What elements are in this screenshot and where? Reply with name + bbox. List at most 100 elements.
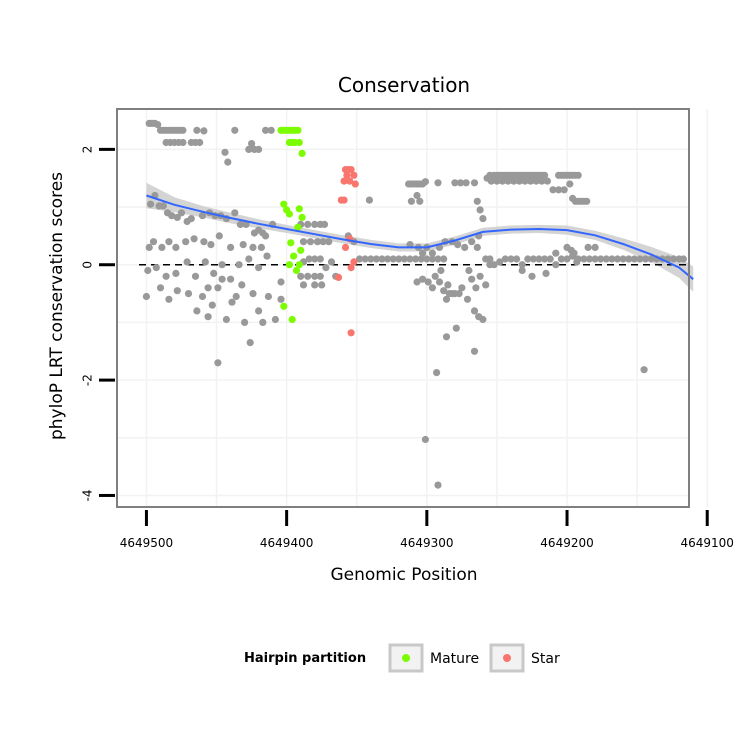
legend-title: Hairpin partition (244, 651, 366, 666)
point-other (470, 347, 479, 355)
point-other (442, 333, 451, 341)
point-other (416, 197, 424, 205)
chart-title: Conservation (338, 73, 470, 97)
point-other (529, 255, 538, 263)
point-other (238, 281, 246, 289)
point-other (461, 243, 469, 251)
point-other (602, 255, 610, 263)
point-other (518, 261, 526, 269)
point-other (560, 186, 568, 194)
point-other (257, 243, 265, 251)
point-other (468, 275, 476, 283)
point-other (168, 212, 176, 220)
point-other (440, 287, 448, 295)
point-other (246, 339, 254, 347)
point-other (518, 266, 526, 275)
smooth-line (146, 194, 694, 280)
point-other (573, 258, 581, 266)
point-star (343, 171, 351, 179)
point-other (215, 232, 223, 240)
point-other (454, 241, 462, 249)
point-other (455, 290, 463, 298)
point-other (182, 238, 190, 246)
point-other (241, 318, 249, 326)
point-other (412, 255, 420, 263)
point-other (179, 138, 187, 147)
point-mature (294, 223, 302, 231)
point-other (472, 284, 480, 292)
point-other (528, 272, 536, 280)
point-other (431, 272, 439, 280)
point-other (541, 171, 549, 179)
point-other (444, 281, 452, 289)
point-other (227, 243, 235, 251)
point-other (316, 272, 324, 280)
point-other (504, 177, 512, 185)
point-other (235, 261, 243, 269)
point-other (319, 238, 327, 246)
point-other (470, 307, 479, 315)
point-other (434, 179, 442, 187)
point-other (204, 284, 212, 292)
point-other (570, 249, 578, 257)
point-other (325, 238, 333, 246)
point-other (563, 255, 571, 263)
point-other (365, 196, 373, 204)
point-mature (285, 210, 293, 218)
point-other (437, 266, 445, 275)
point-other (267, 126, 275, 134)
point-other (597, 255, 605, 263)
point-other (532, 177, 540, 185)
point-other (541, 255, 549, 263)
point-other (451, 179, 459, 187)
point-star (340, 177, 348, 185)
point-other (255, 264, 263, 272)
confidence-ribbon-group (146, 182, 694, 292)
point-other (239, 241, 247, 249)
point-other (193, 307, 201, 315)
point-other (625, 255, 633, 263)
point-other (311, 272, 319, 280)
point-other (440, 255, 448, 263)
point-other (228, 298, 236, 306)
point-other (546, 255, 554, 263)
point-star (347, 264, 355, 272)
point-other (442, 295, 451, 303)
point-mature (292, 266, 301, 275)
point-other (434, 255, 442, 263)
point-other (470, 179, 479, 187)
point-other (542, 269, 550, 277)
point-other (473, 197, 481, 205)
axes: 4649500 4649400 4649300 4649200 4649100 2 0 -2 -… (81, 146, 734, 550)
point-other (184, 290, 193, 298)
point-other (222, 315, 230, 324)
point-other (549, 186, 557, 194)
point-mature (295, 261, 303, 269)
point-other (236, 220, 244, 228)
point-other (585, 255, 594, 263)
point-other (476, 272, 484, 280)
point-other (262, 232, 270, 240)
point-other (372, 255, 380, 263)
point-other (456, 179, 465, 187)
point-other (306, 238, 315, 246)
y-axis-label: phyloP LRT conservation scores (47, 172, 67, 440)
point-other (158, 243, 166, 251)
point-other (476, 206, 484, 214)
point-other (428, 255, 436, 263)
point-other (490, 261, 498, 269)
point-other (608, 255, 616, 263)
point-other (144, 266, 152, 275)
point-other (462, 179, 470, 187)
point-other (557, 255, 566, 263)
point-other (190, 235, 198, 243)
point-other (367, 255, 375, 263)
point-other (152, 264, 160, 272)
x-tick-label: 4649300 (400, 536, 453, 550)
point-other (305, 255, 313, 263)
point-other (320, 220, 329, 228)
point-mature (280, 200, 288, 208)
point-other (486, 255, 494, 263)
legend: Hairpin partition Mature Star (244, 643, 560, 673)
point-other (255, 145, 263, 153)
